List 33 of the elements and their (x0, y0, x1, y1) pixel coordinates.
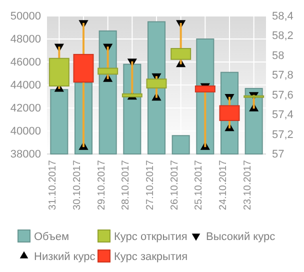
y2-tick-label: 57 (272, 148, 284, 161)
y-tick-label: 40000 (10, 126, 41, 138)
x-tick-label: 25.10.2017 (194, 160, 205, 210)
x-tick-label: 29.10.2017 (96, 160, 108, 210)
candlestick (98, 46, 118, 80)
candlestick (146, 75, 167, 99)
x-tick-label: 30.10.2017 (72, 160, 83, 210)
y-tick-label: 44000 (10, 80, 41, 92)
legend-label: Низкий курс (34, 251, 96, 263)
y2-tick-label: 58,4 (272, 10, 294, 23)
y-tick-label: 38000 (10, 148, 41, 161)
x-tick-label: 26.10.2017 (169, 160, 180, 210)
x-tick-label: 27.10.2017 (145, 160, 156, 210)
x-tick-label: 31.10.2017 (48, 160, 59, 210)
y-tick-label: 48000 (10, 34, 41, 46)
x-tick-label: 28.10.2017 (120, 160, 132, 210)
y2-tick-label: 58 (272, 50, 284, 62)
y-tick-label: 50000 (10, 10, 41, 23)
y2-tick-label: 57,2 (272, 128, 294, 141)
y2-tick-label: 57,6 (272, 89, 294, 102)
legend-label: Курс открытия (114, 231, 188, 243)
y-tick-label: 46000 (10, 56, 41, 69)
y-tick-label: 42000 (10, 102, 41, 115)
candlestick (244, 94, 264, 110)
x-tick-label: 24.10.2017 (218, 160, 229, 210)
y2-tick-label: 57,8 (272, 70, 294, 82)
y2-tick-label: 58,2 (272, 30, 294, 42)
legend-label: Курс закрытия (114, 251, 188, 263)
legend-label: Высокий курс (206, 231, 276, 243)
x-tick-label: 23.10.2017 (242, 160, 254, 210)
legend-label: Объем (34, 231, 70, 243)
y2-tick-label: 57,4 (272, 109, 294, 122)
candlestick (170, 22, 192, 66)
